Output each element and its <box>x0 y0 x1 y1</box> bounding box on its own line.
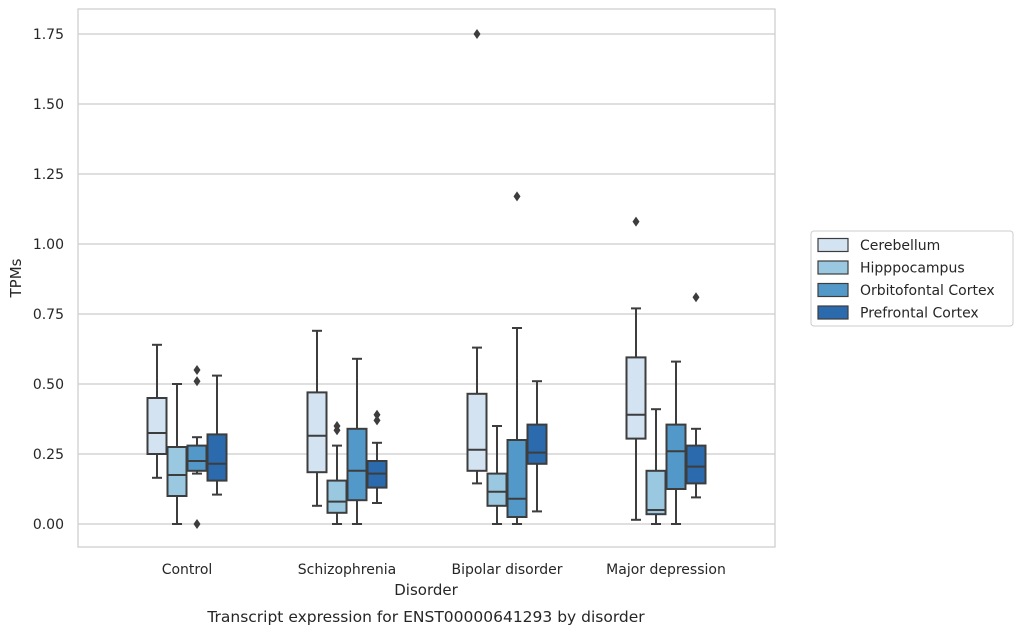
box-hipppocampus <box>166 383 188 525</box>
legend: Cerebellum Hipppocampus Orbitofontal Corte… <box>810 230 1014 327</box>
box-cerebellum <box>146 343 168 479</box>
y-tick-label: 1.75 <box>33 27 64 43</box>
y-tick-label: 0.25 <box>33 447 64 463</box>
box-iqr <box>346 427 368 502</box>
box-iqr <box>326 479 348 514</box>
box-prefrontal-cortex <box>526 380 548 513</box>
x-tick-label: Bipolar disorder <box>451 562 562 578</box>
outlier-point <box>632 216 640 227</box>
box-prefrontal-cortex <box>206 374 228 496</box>
y-tick-labels: 0.00 0.25 0.50 0.75 1.00 1.25 1.50 1.75 <box>33 27 64 533</box>
outlier-point <box>193 365 201 375</box>
outlier-point <box>333 421 341 431</box>
box-iqr <box>506 439 528 518</box>
box-iqr <box>526 423 548 465</box>
box-iqr <box>186 444 208 472</box>
legend-swatch <box>817 282 849 298</box>
legend-label: Cerebellum <box>860 238 940 254</box>
outlier-point <box>373 409 381 420</box>
outlier-point <box>692 292 700 303</box>
box-hipppocampus <box>486 425 508 525</box>
x-tick-label: Major depression <box>606 562 726 578</box>
box-prefrontal-cortex <box>366 409 388 504</box>
legend-swatch <box>817 237 849 253</box>
legend-label: Orbitofontal Cortex <box>860 283 995 299</box>
legend-frame <box>810 230 1014 327</box>
box-iqr <box>685 444 707 485</box>
outlier-point <box>473 29 481 39</box>
box-iqr <box>206 433 228 482</box>
box-orbitofontal-cortex <box>506 191 528 525</box>
y-tick-label: 0.75 <box>33 307 64 323</box>
box-hipppocampus <box>645 408 667 525</box>
x-tick-labels: Control Schizophrenia Bipolar disorder Majo… <box>162 562 726 578</box>
box-iqr <box>486 472 508 507</box>
box-iqr <box>146 397 168 455</box>
outlier-point <box>193 519 201 529</box>
boxes <box>146 29 707 529</box>
box-orbitofontal-cortex <box>665 360 687 525</box>
box-orbitofontal-cortex <box>186 365 208 529</box>
y-tick-label: 1.00 <box>33 237 64 253</box>
box-iqr <box>166 446 188 497</box>
outlier-point <box>193 376 201 387</box>
box-iqr <box>466 392 488 472</box>
box-prefrontal-cortex <box>685 292 707 499</box>
box-iqr <box>645 469 667 516</box>
plot-frame <box>77 8 776 548</box>
y-tick-label: 0.00 <box>33 517 64 533</box>
x-tick-label: Control <box>162 562 213 578</box>
legend-label: Prefrontal Cortex <box>860 306 979 322</box>
box-iqr <box>665 423 687 491</box>
x-axis-label: Disorder <box>394 581 458 599</box>
y-tick-label: 1.25 <box>33 167 64 183</box>
box-cerebellum <box>466 29 488 485</box>
y-axis-label: TPMs <box>7 258 25 298</box>
box-iqr <box>625 356 647 440</box>
y-tick-label: 0.50 <box>33 377 64 393</box>
y-tick-label: 1.50 <box>33 97 64 113</box>
outlier-point <box>513 191 521 202</box>
chart-caption: Transcript expression for ENST0000064129… <box>206 608 645 626</box>
box-hipppocampus <box>326 421 348 525</box>
outlier-point <box>373 415 381 426</box>
x-tick-label: Schizophrenia <box>298 562 396 578</box>
box-iqr <box>306 391 328 474</box>
box-cerebellum <box>625 216 647 521</box>
legend-label: Hipppocampus <box>860 261 965 277</box>
box-cerebellum <box>306 329 328 507</box>
legend-swatch <box>817 260 849 275</box>
legend-swatch <box>817 305 849 320</box>
